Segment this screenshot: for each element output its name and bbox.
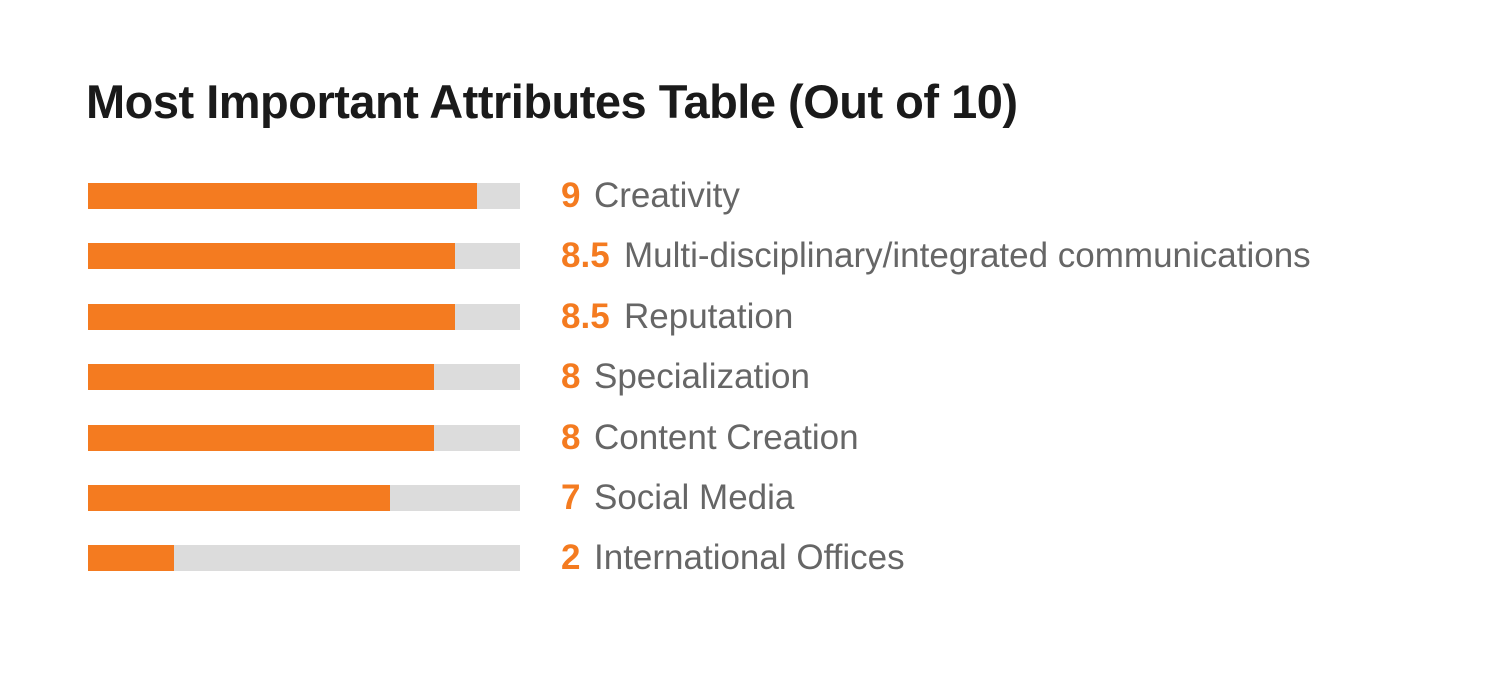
bar-fill xyxy=(88,424,434,451)
bar-value-label: 8.5 xyxy=(561,296,610,336)
bar-category-label: Reputation xyxy=(624,296,794,336)
bar-value-label: 2 xyxy=(561,538,581,578)
bar-value-label: 7 xyxy=(561,478,581,517)
bar-track xyxy=(88,243,520,270)
bar-value-label: 9 xyxy=(561,176,581,215)
bar-fill xyxy=(88,545,175,572)
bar-value-label: 8.5 xyxy=(561,236,610,276)
bar-track xyxy=(88,545,520,572)
bar-category-label: Creativity xyxy=(594,176,740,215)
bar-row: 8.5 Reputation xyxy=(0,287,1510,347)
bar-track xyxy=(88,303,520,330)
bar-category-label: International Offices xyxy=(594,538,905,578)
bar-track xyxy=(88,424,520,451)
bar-fill xyxy=(88,364,434,391)
bar-fill xyxy=(88,183,477,209)
bar-category-label: Specialization xyxy=(594,357,810,397)
bar-row: 8 Content Creation xyxy=(0,408,1510,468)
bar-category-label: Content Creation xyxy=(594,417,859,457)
bar-category-label: Multi-disciplinary/integrated communicat… xyxy=(624,236,1311,276)
bar-value-label: 8 xyxy=(561,417,581,457)
bar-track xyxy=(88,183,520,209)
bar-track xyxy=(88,485,520,511)
bar-row: 8 Specialization xyxy=(0,347,1510,407)
bar-row: 2 International Offices xyxy=(0,528,1510,588)
bar-fill xyxy=(88,243,456,270)
chart-title: Most Important Attributes Table (Out of … xyxy=(86,75,1018,128)
bar-track xyxy=(88,364,520,391)
bar-row: 7 Social Media xyxy=(0,468,1510,528)
bar-category-label: Social Media xyxy=(594,478,795,517)
bar-fill xyxy=(88,485,391,511)
bar-value-label: 8 xyxy=(561,357,581,397)
bar-row: 8.5 Multi-disciplinary/integrated communi… xyxy=(0,226,1510,286)
bar-row: 9 Creativity xyxy=(0,166,1510,226)
bar-fill xyxy=(88,303,456,330)
